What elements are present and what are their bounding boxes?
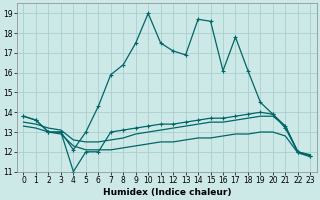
- X-axis label: Humidex (Indice chaleur): Humidex (Indice chaleur): [103, 188, 231, 197]
